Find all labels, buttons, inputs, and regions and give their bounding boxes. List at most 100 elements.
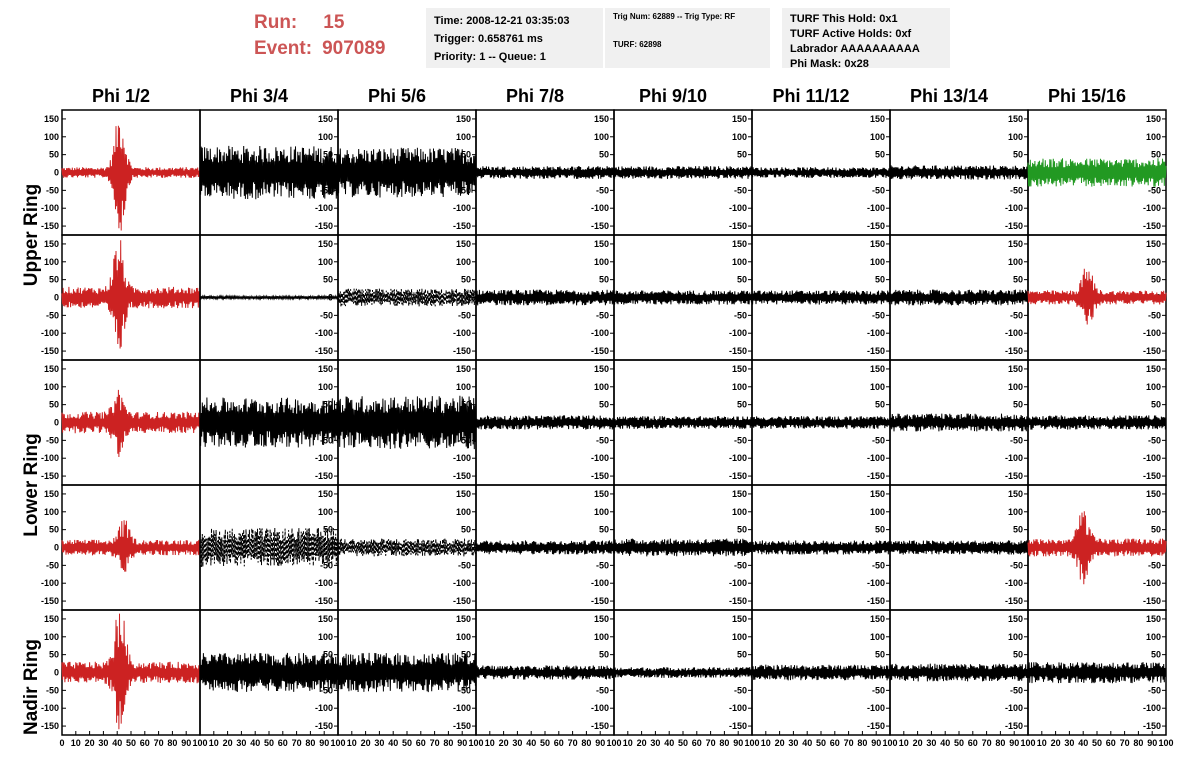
y-tick-label: 150: [318, 614, 333, 624]
y-tick-label: -150: [453, 221, 471, 231]
x-tick-label: 50: [402, 738, 412, 748]
y-tick-label: -150: [867, 596, 885, 606]
y-tick-label: -100: [1143, 203, 1161, 213]
y-tick-label: -150: [867, 346, 885, 356]
x-tick-label: 30: [1064, 738, 1074, 748]
x-tick-label: 90: [1009, 738, 1019, 748]
y-tick-label: 100: [44, 382, 59, 392]
y-tick-label: -100: [315, 203, 333, 213]
y-tick-label: 100: [594, 257, 609, 267]
y-tick-label: 100: [456, 257, 471, 267]
x-tick-label: 70: [706, 738, 716, 748]
x-tick-label: 30: [788, 738, 798, 748]
y-tick-label: -50: [458, 310, 471, 320]
y-tick-label: 150: [1008, 364, 1023, 374]
trig-num-text: Trig Num: 62889 -- Trig Type: RF: [613, 12, 736, 21]
y-tick-label: 150: [44, 614, 59, 624]
time-info-box: Time: 2008-12-21 03:35:03 Trigger: 0.658…: [426, 8, 603, 68]
x-tick-label: 30: [236, 738, 246, 748]
y-tick-label: -150: [591, 471, 609, 481]
x-tick-label: 90: [1147, 738, 1157, 748]
y-tick-label: -50: [1010, 310, 1023, 320]
y-tick-label: -50: [734, 560, 747, 570]
y-tick-label: -100: [1143, 703, 1161, 713]
x-tick-label: 0: [59, 738, 64, 748]
y-tick-label: -150: [1143, 221, 1161, 231]
x-tick-label: 100: [882, 738, 897, 748]
y-tick-label: 150: [594, 114, 609, 124]
y-tick-label: 50: [323, 650, 333, 660]
waveform-trace: [613, 166, 753, 179]
y-tick-label: 100: [594, 132, 609, 142]
y-tick-label: 100: [1008, 507, 1023, 517]
y-tick-label: -50: [458, 685, 471, 695]
y-tick-label: 150: [1146, 614, 1161, 624]
y-tick-label: 100: [318, 257, 333, 267]
waveform-trace: [889, 663, 1029, 682]
y-tick-label: 50: [599, 275, 609, 285]
column-header-phi-11-12: Phi 11/12: [772, 86, 850, 106]
y-tick-label: 50: [875, 275, 885, 285]
y-tick-label: 50: [1013, 400, 1023, 410]
waveform-trace: [475, 665, 615, 680]
x-tick-label: 20: [637, 738, 647, 748]
y-tick-label: 50: [1151, 275, 1161, 285]
y-tick-label: -150: [1143, 471, 1161, 481]
waveform-trace: [61, 520, 201, 572]
y-tick-label: 150: [44, 364, 59, 374]
y-tick-label: 150: [870, 614, 885, 624]
x-tick-label: 60: [830, 738, 840, 748]
y-tick-label: -100: [591, 328, 609, 338]
y-tick-label: -50: [46, 435, 59, 445]
y-tick-label: 150: [594, 614, 609, 624]
y-tick-label: -100: [41, 453, 59, 463]
y-tick-label: -150: [315, 596, 333, 606]
y-tick-label: -150: [591, 721, 609, 731]
y-tick-label: 100: [456, 632, 471, 642]
y-tick-label: -50: [872, 310, 885, 320]
y-tick-label: -100: [453, 703, 471, 713]
y-tick-label: -50: [458, 560, 471, 570]
y-tick-label: 50: [1013, 650, 1023, 660]
y-tick-label: -50: [1010, 685, 1023, 695]
y-tick-label: -100: [867, 203, 885, 213]
y-tick-label: 0: [54, 168, 59, 178]
y-tick-label: -50: [872, 560, 885, 570]
turf-hold-text: TURF This Hold: 0x1: [790, 13, 898, 25]
x-tick-label: 40: [802, 738, 812, 748]
y-tick-label: 100: [594, 632, 609, 642]
y-tick-label: 150: [1008, 489, 1023, 499]
y-tick-label: 50: [49, 150, 59, 160]
y-tick-label: -100: [453, 328, 471, 338]
x-tick-label: 10: [209, 738, 219, 748]
y-tick-label: -50: [1010, 435, 1023, 445]
x-tick-label: 90: [595, 738, 605, 748]
y-tick-label: -150: [1005, 721, 1023, 731]
waveform-trace: [613, 538, 753, 557]
y-tick-label: -50: [734, 310, 747, 320]
y-tick-label: -50: [734, 435, 747, 445]
waveform-trace: [889, 165, 1029, 180]
y-tick-label: -50: [46, 185, 59, 195]
y-tick-label: -100: [315, 328, 333, 338]
x-tick-label: 50: [816, 738, 826, 748]
y-tick-label: 100: [870, 382, 885, 392]
x-tick-label: 100: [330, 738, 345, 748]
y-tick-label: -50: [734, 185, 747, 195]
y-tick-label: -150: [453, 346, 471, 356]
labrador-text: Labrador AAAAAAAAAA: [790, 43, 920, 55]
y-tick-label: -100: [1005, 203, 1023, 213]
waveform-trace: [889, 540, 1029, 555]
y-tick-label: -150: [41, 346, 59, 356]
x-tick-label: 10: [71, 738, 81, 748]
y-tick-label: 50: [1013, 150, 1023, 160]
y-tick-label: -50: [1148, 435, 1161, 445]
y-tick-label: 100: [318, 632, 333, 642]
y-tick-label: 100: [318, 507, 333, 517]
x-tick-label: 80: [581, 738, 591, 748]
y-tick-label: 50: [737, 150, 747, 160]
y-tick-label: 150: [870, 239, 885, 249]
y-tick-label: -50: [46, 685, 59, 695]
x-tick-label: 80: [857, 738, 867, 748]
